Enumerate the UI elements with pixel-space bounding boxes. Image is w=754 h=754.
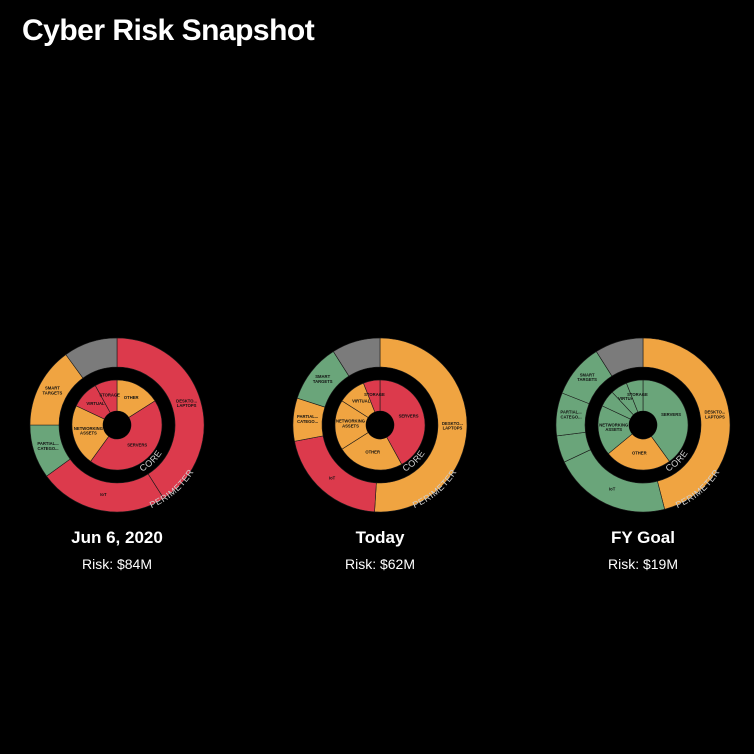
perimeter-segment-label: IoT <box>609 487 616 492</box>
donut-chart-0[interactable]: DESKTO... LAPTOPS IoT PARTIAL... CATEGO... SM… <box>22 330 212 520</box>
donut-center <box>629 411 657 439</box>
chart-panel-1: DESKTO... LAPTOPS IoT PARTIAL... CATEGO... SM… <box>285 330 475 580</box>
risk-value: Risk: $62M <box>344 556 416 572</box>
core-segment-1[interactable] <box>90 400 163 471</box>
perimeter-segment-label: SMART TARGETS <box>43 386 63 396</box>
perimeter-segment-label: SMART TARGETS <box>577 372 597 382</box>
perimeter-segment-label: DESKTO... LAPTOPS <box>704 410 725 420</box>
perimeter-segment-label: DESKTO... LAPTOPS <box>442 421 463 431</box>
perimeter-segment-label: PARTIAL... CATEGO... <box>560 410 581 420</box>
perimeter-segment-5[interactable] <box>595 337 644 377</box>
donut-chart-2[interactable]: DESKTO... LAPTOPS IoT PARTIAL... CATEGO... SM… <box>548 330 738 520</box>
core-segment-label: VIRTUAL <box>352 398 371 403</box>
core-segment-label: VIRTUAL <box>618 396 637 401</box>
perimeter-segment-0[interactable] <box>642 337 731 510</box>
perimeter-segment-label: IoT <box>329 475 336 480</box>
core-segment-label: NETWORKING ASSETS <box>74 426 103 436</box>
core-segment-label: OTHER <box>632 450 647 455</box>
perimeter-segment-0[interactable] <box>374 337 468 513</box>
core-segment-label: OTHER <box>365 450 380 455</box>
chart-label: FY Goal <box>611 528 675 547</box>
core-segment-label: SERVERS <box>661 412 681 417</box>
core-segment-label: STORAGE <box>364 392 385 397</box>
core-segment-label: OTHER <box>124 395 139 400</box>
risk-value: Risk: $19M <box>607 556 679 572</box>
perimeter-segment-label: IoT <box>100 492 107 497</box>
donut-chart-1[interactable]: DESKTO... LAPTOPS IoT PARTIAL... CATEGO... SM… <box>285 330 475 520</box>
perimeter-segment-4[interactable] <box>332 337 381 377</box>
risk-value: Risk: $84M <box>81 556 153 572</box>
core-segment-label: SERVERS <box>399 414 419 419</box>
page-title: Cyber Risk Snapshot <box>22 14 315 47</box>
core-segment-label: VIRTUAL <box>86 401 105 406</box>
donut-center <box>103 411 131 439</box>
perimeter-segment-label: PARTIAL... CATEGO... <box>297 414 318 424</box>
perimeter-segment-0[interactable] <box>116 337 205 499</box>
perimeter-segment-label: SMART TARGETS <box>313 374 333 384</box>
core-segment-label: SERVERS <box>127 443 147 448</box>
core-segment-label: NETWORKING ASSETS <box>336 419 365 429</box>
core-segment-label: STORAGE <box>627 392 648 397</box>
core-segment-label: NETWORKING ASSETS <box>599 422 628 432</box>
perimeter-segment-4[interactable] <box>65 337 118 379</box>
perimeter-segment-label: PARTIAL... CATEGO... <box>37 441 58 451</box>
chart-label: Jun 6, 2020 <box>71 528 163 547</box>
chart-panel-0: DESKTO... LAPTOPS IoT PARTIAL... CATEGO... SM… <box>22 330 212 580</box>
core-segment-label: STORAGE <box>99 392 120 397</box>
chart-panel-2: DESKTO... LAPTOPS IoT PARTIAL... CATEGO... SM… <box>548 330 738 580</box>
chart-label: Today <box>355 528 405 547</box>
donut-center <box>366 411 394 439</box>
perimeter-segment-label: DESKTO... LAPTOPS <box>176 398 197 408</box>
